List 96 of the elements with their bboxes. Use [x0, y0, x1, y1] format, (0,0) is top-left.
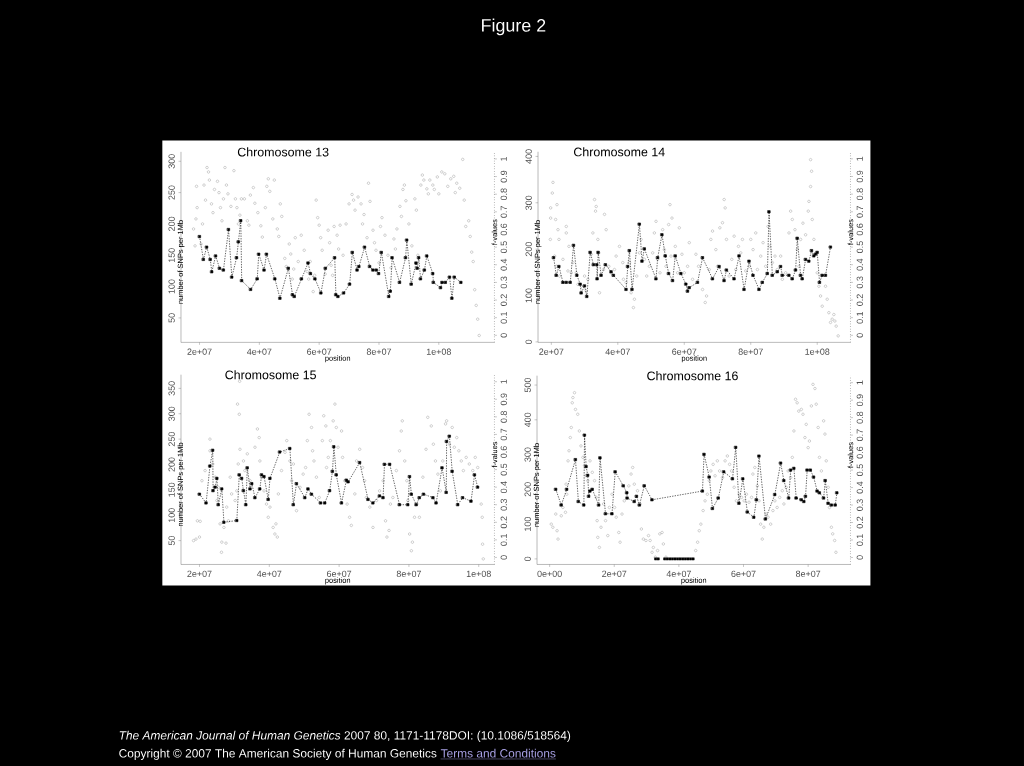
y2-tick-label: 0.2	[856, 294, 863, 306]
y2-tick-label: 0	[500, 555, 507, 560]
y2-tick-label: 0.4	[500, 481, 507, 494]
chart-title: Chromosome 13	[237, 147, 329, 157]
y2-tick-label: 0.1	[500, 534, 507, 546]
y2-tick-label: 0.5	[500, 463, 507, 476]
y2-tick-label: 0	[856, 555, 863, 560]
y2-tick-label: 0.6	[856, 223, 863, 236]
y2-tick-label: 0.9	[856, 394, 863, 407]
y2-tick-label: 0.9	[856, 170, 863, 183]
y2-tick-label: 0.1	[500, 311, 507, 324]
x-tick-label: 2e+07	[187, 348, 212, 355]
y-tick-label: 350	[168, 381, 175, 396]
x-tick-label: 1e+08	[805, 348, 830, 355]
y2-tick-label: 0.1	[856, 311, 863, 324]
chart-title: Chromosome 15	[225, 370, 316, 380]
x-tick-label: 6e+07	[672, 348, 697, 355]
y-tick-label: 250	[168, 432, 175, 447]
y2-tick-label: 0.3	[856, 276, 863, 289]
x-tick-label: 8e+07	[396, 570, 422, 578]
chart-title: Chromosome 14	[573, 147, 665, 157]
y2-tick-label: 1	[856, 156, 863, 161]
y2-tick-label: 0.3	[500, 276, 507, 289]
y2-tick-label: 0.5	[500, 241, 507, 254]
y-tick-label: 250	[168, 185, 175, 200]
y2-tick-label: 0.7	[500, 206, 507, 218]
x-tick-label: 6e+07	[307, 348, 332, 355]
x-tick-label: 2e+07	[187, 570, 212, 578]
y-tick-label: 0	[525, 339, 532, 345]
y2-tick-label: 0.7	[856, 206, 863, 218]
text: Figure 2	[482, 18, 546, 36]
y2-tick-label: 0.6	[856, 446, 863, 459]
y-tick-label: 200	[524, 482, 531, 497]
text: Copyright © 2007 The American Society of Human Genetics	[119, 748, 437, 760]
y2-tick-label: 0.9	[500, 393, 507, 406]
y-tick-label: 300	[168, 406, 175, 421]
y2-tick-label: 0.7	[856, 429, 863, 442]
x-tick-label: 4e+07	[666, 570, 691, 578]
y2-tick-label: 0.8	[500, 188, 507, 201]
y-tick-label: 200	[168, 457, 175, 472]
text: Terms and Conditions	[440, 748, 556, 758]
chart-title: Chromosome 16	[647, 371, 738, 381]
y2-tick-label: 0.2	[500, 294, 507, 306]
x-tick-label: 4e+07	[246, 348, 272, 355]
y-tick-label: 300	[524, 447, 531, 462]
x-tick-label: 6e+07	[327, 570, 352, 578]
y-tick-label: 100	[525, 288, 532, 303]
x-tick-label: 1e+08	[426, 348, 451, 355]
y-tick-label: 150	[168, 248, 175, 263]
y-tick-label: 100	[168, 279, 175, 294]
y2-tick-label: 0.3	[856, 499, 863, 511]
x-tick-label: 8e+07	[795, 570, 821, 578]
y2-tick-label: 0.8	[856, 411, 863, 424]
y2-tick-label: 0.3	[500, 498, 507, 511]
x-tick-label: 4e+07	[605, 348, 630, 355]
y2-tick-label: 0.9	[500, 170, 507, 183]
y2-tick-label: 1	[856, 380, 863, 385]
y-tick-label: 150	[168, 482, 175, 497]
y-tick-label: 300	[525, 195, 532, 210]
y2-tick-label: 0.6	[500, 446, 507, 458]
y-tick-label: 100	[168, 508, 175, 523]
y2-tick-label: 0.5	[856, 464, 863, 476]
y-tick-label: 200	[168, 216, 175, 231]
x-tick-label: 8e+07	[738, 348, 763, 355]
x-tick-label: 2e+07	[602, 570, 627, 578]
text: The American Journal of Human Genetics 2007 80, 1171-1178DOI: (10.1086/518564)	[119, 730, 571, 742]
y-tick-label: 400	[525, 149, 532, 164]
y2-tick-label: 0	[856, 333, 863, 338]
y2-tick-label: 0.7	[500, 428, 507, 441]
y2-tick-label: 0.5	[856, 241, 863, 253]
y2-tick-label: 0.6	[500, 223, 507, 236]
x-tick-label: 2e+07	[539, 348, 564, 355]
y2-tick-label: 0.2	[500, 516, 507, 529]
y2-tick-label: 0.4	[856, 481, 863, 494]
y2-tick-label: 0.8	[500, 411, 507, 423]
y2-tick-label: 0.8	[856, 188, 863, 201]
y2-tick-label: 0.1	[856, 534, 863, 546]
x-tick-label: 4e+07	[256, 570, 282, 578]
y2-tick-label: 1	[500, 379, 507, 384]
y-tick-label: 0	[524, 556, 531, 562]
y2-tick-label: 0	[500, 333, 507, 338]
y-tick-label: 300	[168, 154, 175, 169]
y2-tick-label: 1	[500, 156, 507, 161]
y-tick-label: 500	[524, 377, 531, 393]
y-tick-label: 100	[524, 517, 531, 531]
y2-tick-label: 0.2	[856, 516, 863, 529]
y-tick-label: 50	[168, 313, 175, 323]
y-tick-label: 200	[525, 242, 532, 257]
x-tick-label: 8e+07	[366, 348, 392, 355]
x-tick-label: 0e+00	[537, 570, 562, 578]
x-tick-label: 6e+07	[731, 570, 756, 578]
y2-tick-label: 0.4	[856, 258, 863, 271]
y2-tick-label: 0.4	[500, 258, 507, 271]
y-tick-label: 400	[524, 412, 531, 428]
y-tick-label: 50	[168, 536, 175, 546]
x-tick-label: 1e+08	[466, 570, 491, 578]
